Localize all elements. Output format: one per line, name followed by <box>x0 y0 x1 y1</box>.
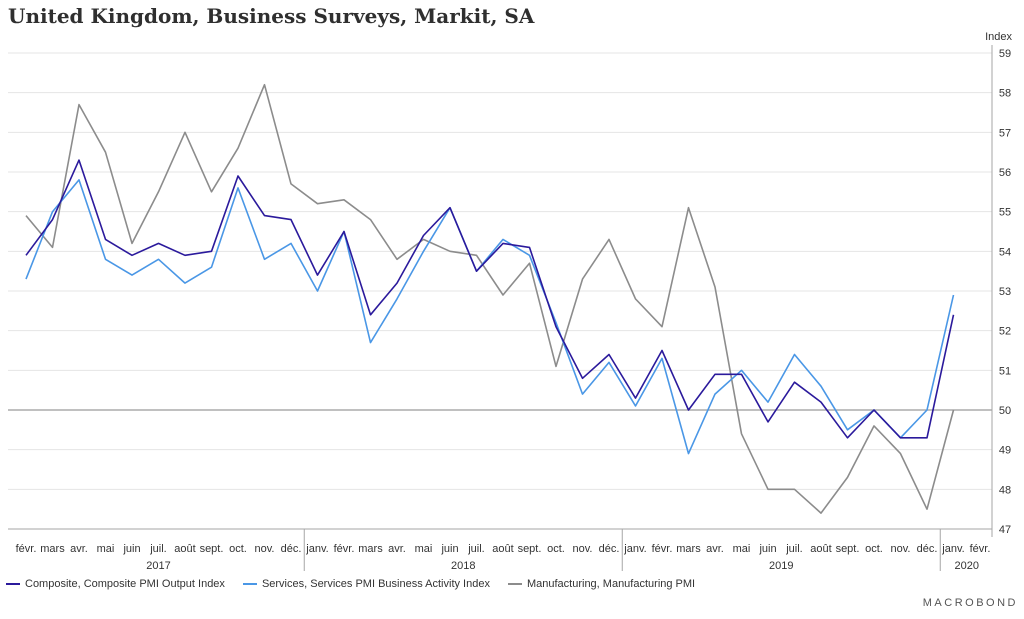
y-tick-label-56: 56 <box>999 167 1011 179</box>
gridlines <box>8 52 992 530</box>
legend-label-manufacturing: Manufacturing, Manufacturing PMI <box>526 578 696 590</box>
chart-title: United Kingdom, Business Surveys, Markit… <box>8 4 535 28</box>
x-tick-label-11: janv. <box>305 543 328 555</box>
x-tick-label-10: déc. <box>281 543 302 555</box>
x-tick-label-32: oct. <box>865 543 883 555</box>
x-tick-label-21: nov. <box>573 543 593 555</box>
y-tick-label-47: 47 <box>999 524 1011 536</box>
y-tick-label-57: 57 <box>999 127 1011 139</box>
legend-swatch-composite <box>6 583 20 585</box>
series-line-services <box>25 179 955 455</box>
x-tick-label-34: déc. <box>917 543 938 555</box>
legend-swatch-manufacturing <box>507 583 522 585</box>
y-tick-label-53: 53 <box>999 286 1011 298</box>
x-tick-label-28: juin <box>758 543 776 555</box>
x-tick-label-0: févr. <box>16 543 37 555</box>
x-tick-label-24: févr. <box>652 543 673 555</box>
year-label-2020: 2020 <box>955 560 979 572</box>
y-axis-unit-label: Index <box>985 31 1012 43</box>
x-tick-label-4: juin <box>122 543 140 555</box>
year-label-2019: 2019 <box>769 560 793 572</box>
year-label-2017: 2017 <box>146 560 170 572</box>
y-tick-label-59: 59 <box>999 48 1011 60</box>
brand-logo-text: MACROBOND <box>922 597 1018 609</box>
series-layer <box>25 83 955 514</box>
x-tick-label-9: nov. <box>255 543 275 555</box>
y-axis: Index 47 48 49 50 51 52 53 54 55 56 57 58 59 <box>985 31 1012 537</box>
x-tick-label-23: janv. <box>623 543 646 555</box>
legend-swatch-services <box>242 583 257 585</box>
y-tick-label-54: 54 <box>999 246 1011 258</box>
series-line-composite <box>25 159 955 439</box>
x-tick-label-17: juil. <box>467 543 485 555</box>
x-tick-label-18: août <box>492 543 513 555</box>
legend-item-manufacturing: Manufacturing, Manufacturing PMI <box>507 578 696 590</box>
x-tick-label-13: mars <box>358 543 383 555</box>
x-tick-label-30: août <box>810 543 831 555</box>
x-tick-label-5: juil. <box>149 543 167 555</box>
x-tick-label-19: sept. <box>518 543 542 555</box>
legend-item-services: Services, Services PMI Business Activity… <box>242 578 490 590</box>
x-tick-label-3: mai <box>97 543 115 555</box>
x-tick-label-7: sept. <box>200 543 224 555</box>
x-tick-label-27: mai <box>733 543 751 555</box>
x-tick-label-6: août <box>174 543 195 555</box>
y-tick-label-50: 50 <box>999 405 1011 417</box>
x-tick-label-25: mars <box>676 543 701 555</box>
x-axis: févr. mars avr. mai juin juil. août sept. oct. no… <box>8 528 992 572</box>
y-tick-label-55: 55 <box>999 207 1011 219</box>
x-tick-label-12: févr. <box>334 543 355 555</box>
x-tick-label-16: juin <box>440 543 458 555</box>
y-tick-label-48: 48 <box>999 484 1011 496</box>
legend: Composite, Composite PMI Output Index Se… <box>6 578 695 590</box>
x-tick-label-14: avr. <box>388 543 406 555</box>
y-tick-label-49: 49 <box>999 445 1011 457</box>
y-tick-label-51: 51 <box>999 365 1011 377</box>
x-tick-label-31: sept. <box>836 543 860 555</box>
x-tick-label-35: janv. <box>941 543 964 555</box>
legend-label-composite: Composite, Composite PMI Output Index <box>25 578 225 590</box>
x-tick-label-29: juil. <box>785 543 803 555</box>
x-tick-label-26: avr. <box>706 543 724 555</box>
x-tick-label-1: mars <box>40 543 65 555</box>
y-tick-label-58: 58 <box>999 88 1011 100</box>
x-tick-label-2: avr. <box>70 543 88 555</box>
x-tick-label-36: févr. <box>970 543 991 555</box>
legend-item-composite: Composite, Composite PMI Output Index <box>6 578 225 590</box>
x-tick-label-33: nov. <box>891 543 911 555</box>
legend-label-services: Services, Services PMI Business Activity… <box>261 578 490 590</box>
x-tick-label-20: oct. <box>547 543 565 555</box>
x-tick-label-22: déc. <box>599 543 620 555</box>
x-tick-label-8: oct. <box>229 543 247 555</box>
y-tick-label-52: 52 <box>999 326 1011 338</box>
year-label-2018: 2018 <box>451 560 475 572</box>
series-line-manufacturing <box>25 83 955 514</box>
x-tick-label-15: mai <box>415 543 433 555</box>
